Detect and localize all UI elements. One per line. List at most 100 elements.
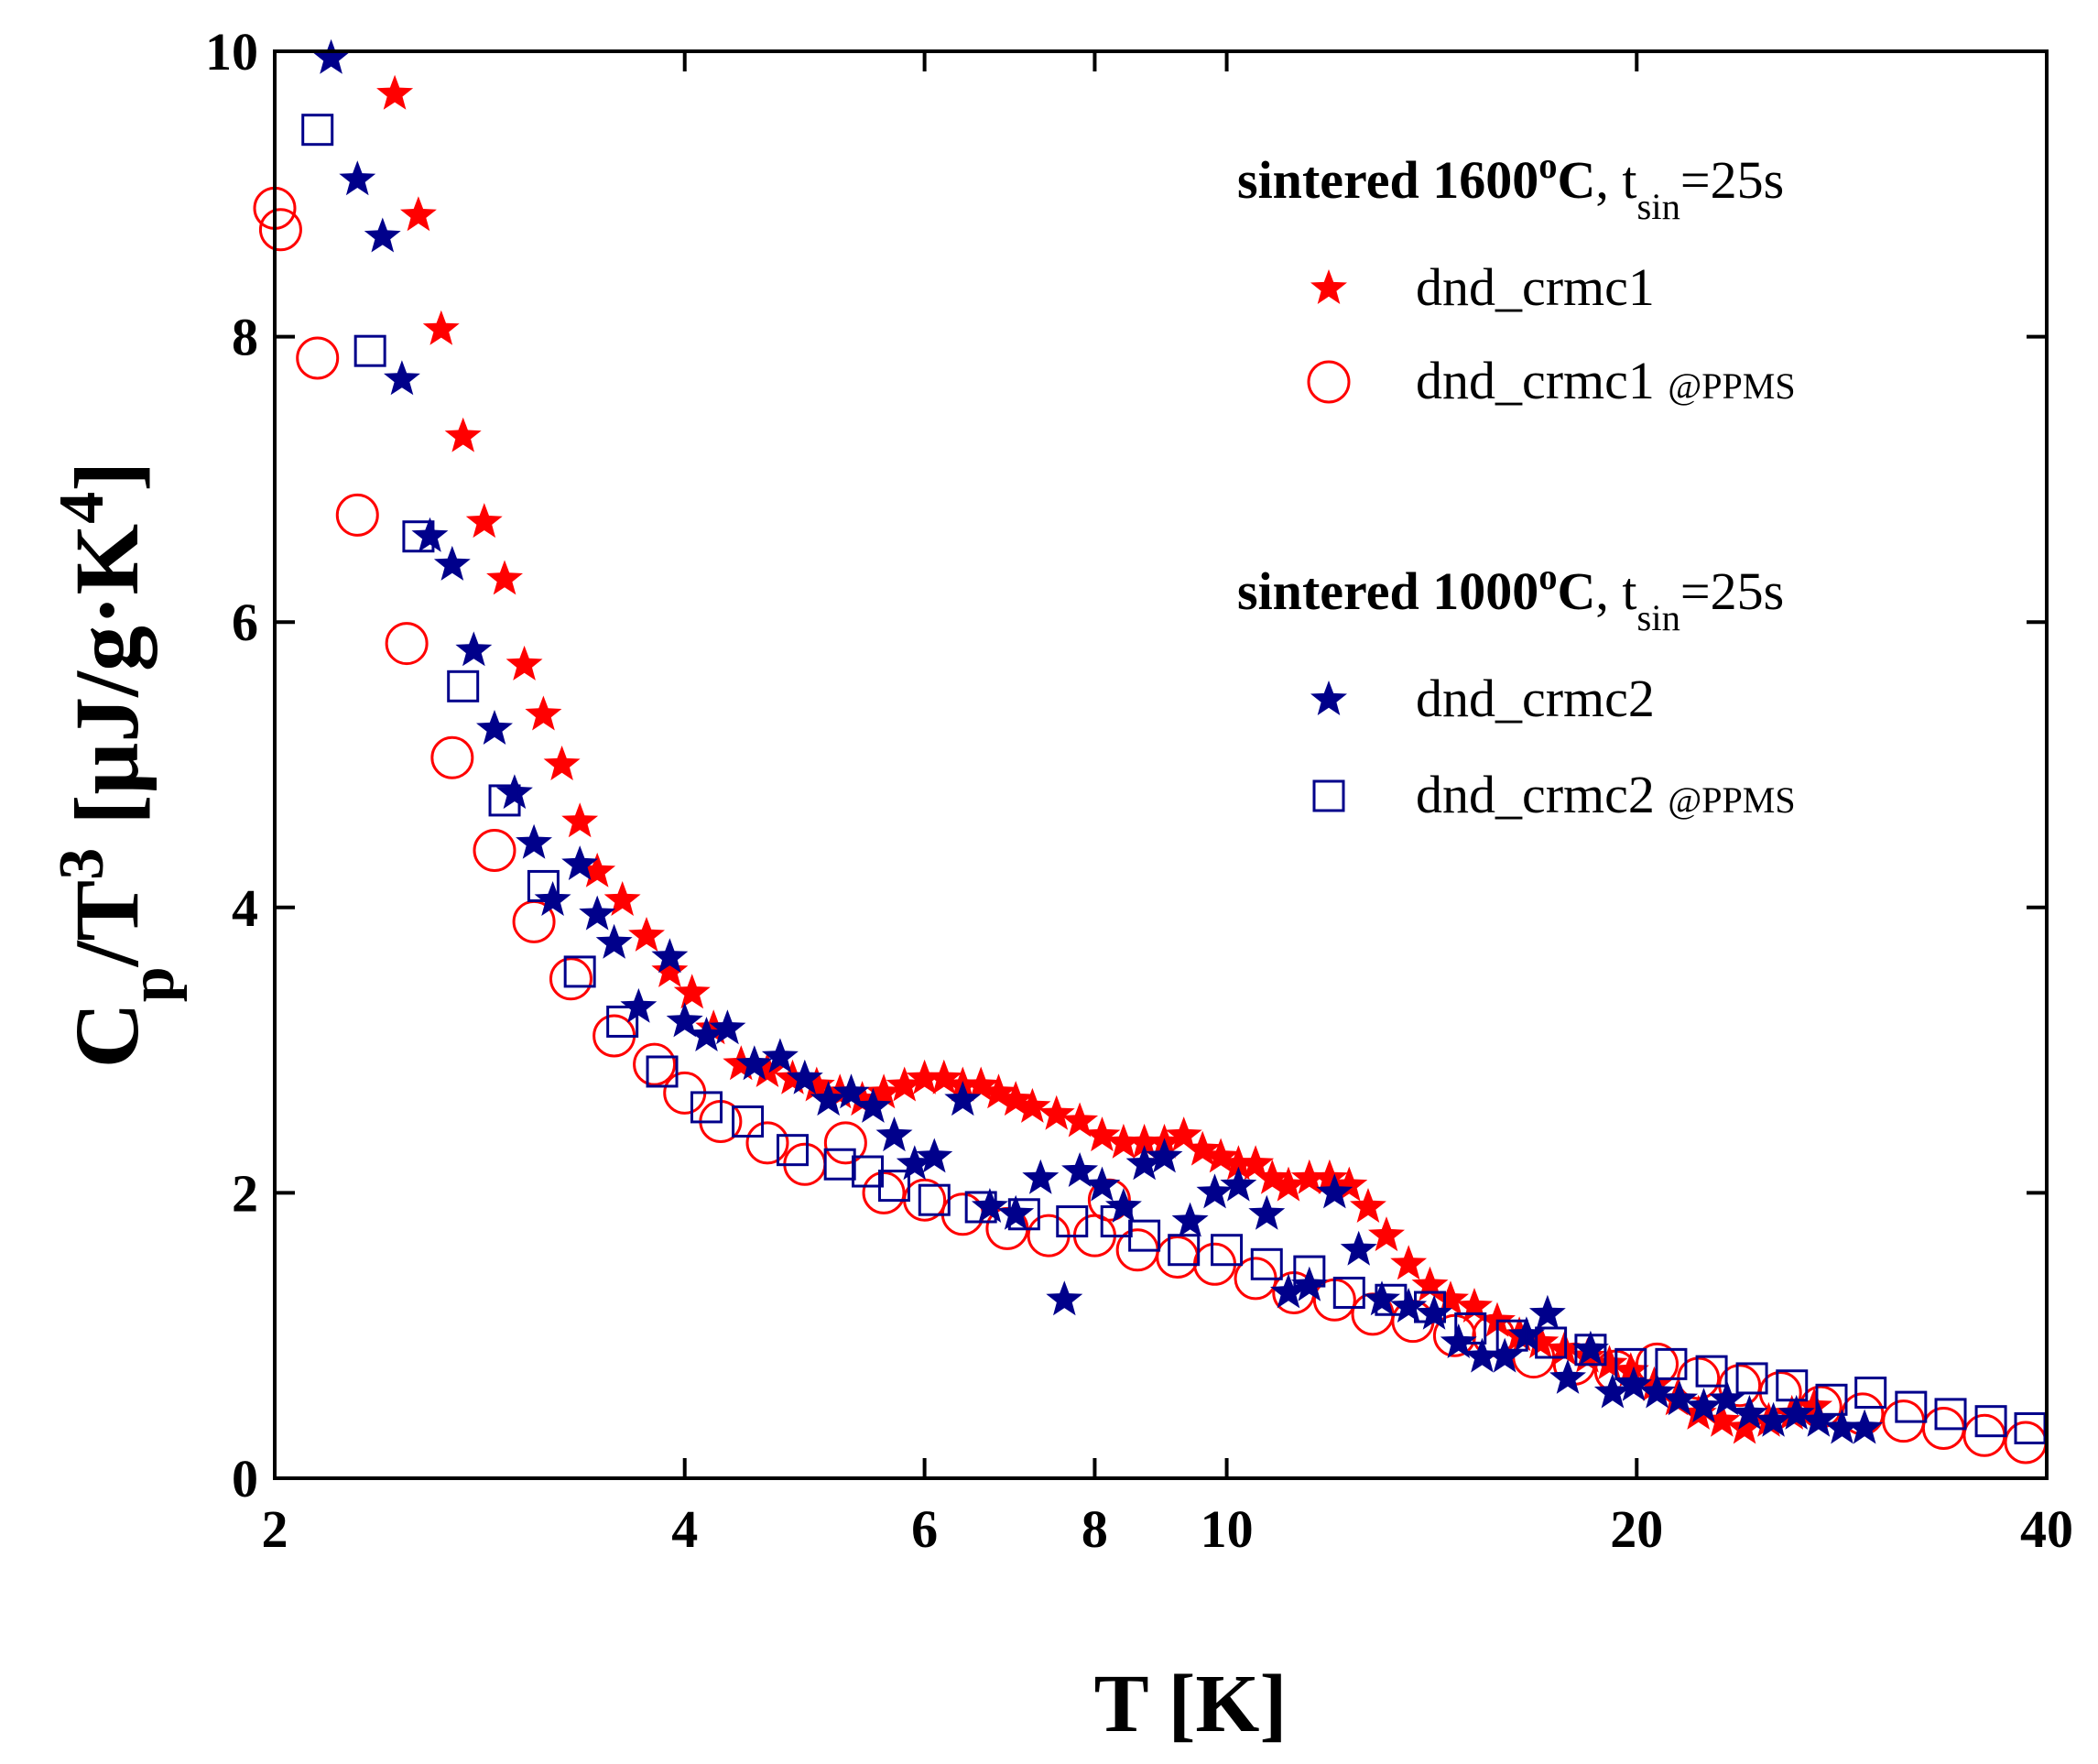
circle-marker [473,828,516,872]
square-marker [1375,1283,1408,1316]
square-marker [1454,1312,1487,1345]
x-tick-label: 8 [1082,1499,1108,1559]
star-marker [595,923,633,959]
square-marker [1776,1369,1809,1402]
star-marker [1350,1188,1386,1223]
star-marker [1685,1388,1723,1423]
star-marker [1777,1394,1815,1430]
square-marker [1332,1276,1365,1309]
star-marker [1463,1337,1501,1373]
legend-label: dnd_crmc1 [1416,257,1655,317]
circle-marker [633,1042,677,1086]
circle-marker [745,1121,789,1165]
square-marker [1007,1198,1040,1231]
x-tick-label: 4 [671,1499,698,1559]
star-marker [1061,1102,1099,1138]
star-marker [651,952,689,987]
star-marker [312,38,350,74]
circle-marker [862,1171,906,1214]
star-marker [1661,1380,1698,1416]
star-marker [980,1073,1017,1109]
text-part: , t [1595,561,1636,621]
text-part: p [117,966,188,1002]
star-marker [962,1066,1000,1102]
star-marker [735,1045,773,1081]
star-marker [1593,1373,1631,1409]
star-marker [896,1145,933,1181]
star-marker [561,802,599,838]
star-marker [723,1045,760,1081]
star-marker [1237,1145,1275,1181]
text-part: sintered 1000 [1237,561,1538,621]
star-marker [1432,1280,1469,1316]
star-marker [1105,1188,1142,1223]
square-marker [1056,1205,1089,1238]
star-marker [997,1194,1035,1230]
y-tick-label: 8 [232,308,258,367]
star-marker [1184,1130,1222,1166]
star-marker [1022,1159,1060,1194]
square-marker [1934,1398,1967,1431]
star-marker [1364,1280,1400,1316]
square-marker [1574,1334,1607,1367]
star-marker [1440,1323,1477,1358]
square-marker [646,1055,679,1088]
star-marker [1522,1323,1560,1358]
star-marker [1731,1394,1768,1430]
square-marker [1735,1362,1768,1395]
text-part: o [1538,556,1557,597]
star-marker [1799,1401,1837,1437]
square-marker [1293,1255,1326,1288]
star-marker [1125,1123,1163,1159]
star-marker [1390,1245,1428,1280]
star-marker [886,1066,923,1102]
star-marker [749,1052,786,1087]
y-tick-label: 10 [205,22,258,82]
square-marker [447,670,480,702]
square-marker [877,1170,910,1203]
star-marker [561,845,599,880]
legend-note: @PPMS [1668,779,1795,821]
circle-marker [1307,360,1351,404]
star-marker [875,1116,913,1152]
square-marker [1312,779,1345,812]
star-marker [1061,1152,1099,1187]
star-marker [1591,1345,1628,1380]
x-tick-label: 2 [262,1499,288,1559]
square-marker [1815,1383,1848,1416]
circle-marker [430,735,474,779]
star-marker [1270,1273,1307,1309]
square-marker [1495,1319,1528,1352]
square-marker [527,869,560,902]
star-marker [1146,1138,1183,1173]
star-marker [411,517,449,552]
star-marker [1125,1145,1163,1181]
legend-name: dnd_crmc1 [1416,257,1655,317]
star-marker [1703,1401,1741,1437]
star-marker [1390,1288,1428,1323]
star-marker [843,1081,881,1116]
star-marker [651,938,689,974]
y-tick-label: 0 [232,1449,258,1508]
star-marker [832,1073,870,1109]
square-marker [1854,1377,1887,1410]
square-marker [1974,1405,2007,1438]
circle-marker [296,336,340,380]
star-marker [384,360,420,396]
star-marker [1316,1173,1353,1209]
x-axis-label: T [K] [1094,1659,1288,1749]
star-marker [455,631,493,667]
star-marker [400,196,437,232]
x-tick-label: 20 [1610,1499,1663,1559]
circle-marker [385,622,429,666]
text-part: , t [1595,150,1636,210]
square-marker [2014,1411,2047,1444]
star-marker [543,746,581,780]
legend-label: dnd_crmc2 @PPMS [1416,765,1796,824]
star-marker [1709,1380,1745,1416]
legend-name: dnd_crmc2 [1416,669,1655,728]
star-marker [339,160,376,196]
star-marker [709,1009,746,1045]
star-marker [364,217,401,253]
star-marker [1486,1337,1524,1373]
